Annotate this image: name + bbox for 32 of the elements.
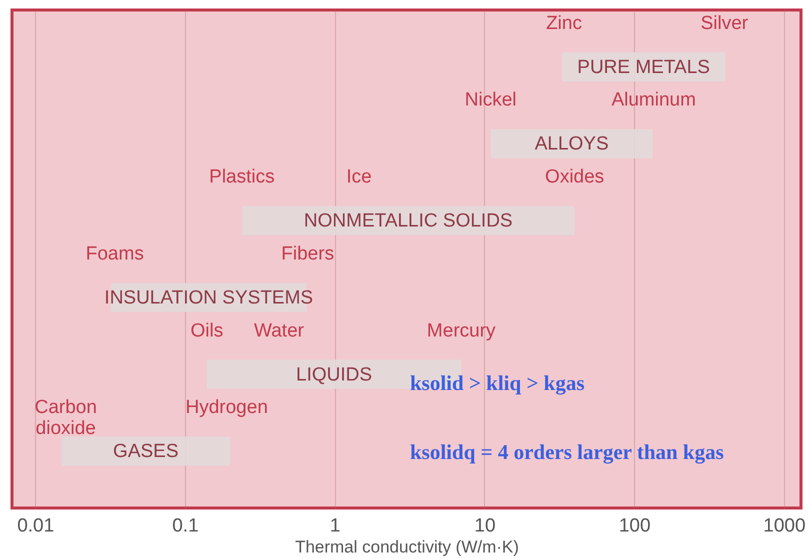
- annotation: Fibers: [281, 243, 334, 264]
- annotation: Carbon dioxide: [34, 397, 97, 440]
- annotation: Nickel: [464, 90, 517, 111]
- x-tick-label: 1: [330, 516, 340, 536]
- annotation: Aluminum: [611, 90, 696, 111]
- annotation: ksolid > kliq > kgas: [410, 371, 585, 395]
- x-tick-label: 10: [474, 516, 496, 536]
- y-tick-label: PURE METALS: [577, 56, 710, 78]
- x-axis-title: Thermal conductivity (W/m·K): [295, 538, 519, 556]
- y-tick-label: GASES: [113, 441, 179, 462]
- annotation: Mercury: [426, 320, 496, 342]
- annotation: Foams: [86, 243, 144, 264]
- annotation: Plastics: [209, 166, 275, 188]
- annotation: Hydrogen: [185, 397, 268, 418]
- annotation: Silver: [700, 12, 749, 34]
- annotation: Ice: [346, 166, 372, 188]
- y-tick-label: INSULATION SYSTEMS: [104, 287, 314, 308]
- bar: [490, 129, 653, 158]
- annotation: Oxides: [545, 166, 604, 188]
- bar: [206, 360, 462, 389]
- annotation: Water: [254, 320, 305, 342]
- y-tick-label: LIQUIDS: [296, 364, 372, 386]
- x-tick-label: 0.01: [17, 516, 54, 536]
- bar: [62, 436, 230, 466]
- x-tick-label: 100: [618, 516, 651, 536]
- annotation: Zinc: [546, 12, 582, 34]
- y-tick-label: NONMETALLIC SOLIDS: [304, 210, 513, 232]
- annotation: Oils: [190, 320, 224, 342]
- y-tick-label: ALLOYS: [534, 134, 609, 155]
- x-tick-label: 0.1: [172, 516, 199, 536]
- annotation: ksolidq = 4 orders larger than kgas: [410, 440, 724, 464]
- x-tick-label: 1000: [763, 516, 806, 536]
